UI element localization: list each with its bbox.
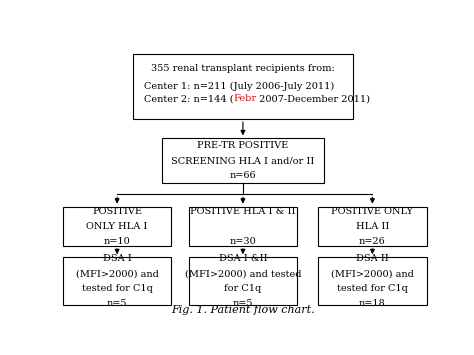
Text: n=10: n=10 bbox=[104, 237, 130, 246]
FancyBboxPatch shape bbox=[133, 54, 353, 119]
Text: (MFI>2000) and: (MFI>2000) and bbox=[331, 269, 414, 278]
Text: Febr: Febr bbox=[233, 94, 256, 103]
Text: n=66: n=66 bbox=[229, 171, 256, 180]
Text: POSITIVE: POSITIVE bbox=[92, 207, 142, 216]
Text: n=30: n=30 bbox=[229, 237, 256, 246]
Text: POSITIVE HLA I & II: POSITIVE HLA I & II bbox=[190, 207, 296, 216]
Text: DSA I: DSA I bbox=[103, 254, 131, 263]
Text: for C1q: for C1q bbox=[224, 284, 262, 293]
Text: DSA II: DSA II bbox=[356, 254, 389, 263]
FancyBboxPatch shape bbox=[63, 207, 171, 246]
Text: Center 1: n=211 (July 2006-July 2011): Center 1: n=211 (July 2006-July 2011) bbox=[144, 82, 334, 91]
Text: (MFI>2000) and tested: (MFI>2000) and tested bbox=[185, 269, 301, 278]
Text: SCREENING HLA I and/or II: SCREENING HLA I and/or II bbox=[171, 156, 315, 165]
Text: 2007-December 2011): 2007-December 2011) bbox=[256, 94, 371, 103]
Text: PRE-TR POSITIVE: PRE-TR POSITIVE bbox=[197, 141, 289, 150]
Text: 355 renal transplant recipients from:: 355 renal transplant recipients from: bbox=[151, 64, 335, 73]
Text: ONLY HLA I: ONLY HLA I bbox=[86, 222, 148, 231]
Text: Fig. 1. Patient flow chart.: Fig. 1. Patient flow chart. bbox=[171, 305, 315, 315]
FancyBboxPatch shape bbox=[318, 257, 427, 305]
Text: Center 2: n=144 (: Center 2: n=144 ( bbox=[144, 94, 233, 103]
FancyBboxPatch shape bbox=[189, 207, 297, 246]
Text: tested for C1q: tested for C1q bbox=[337, 284, 408, 293]
Text: POSITIVE ONLY: POSITIVE ONLY bbox=[331, 207, 413, 216]
Text: n=5: n=5 bbox=[107, 299, 128, 308]
Text: HLA II: HLA II bbox=[356, 222, 389, 231]
Text: DSA I &II: DSA I &II bbox=[219, 254, 267, 263]
FancyBboxPatch shape bbox=[162, 138, 324, 184]
Text: (MFI>2000) and: (MFI>2000) and bbox=[76, 269, 158, 278]
FancyBboxPatch shape bbox=[189, 257, 297, 305]
Text: n=18: n=18 bbox=[359, 299, 386, 308]
FancyBboxPatch shape bbox=[63, 257, 171, 305]
Text: n=5: n=5 bbox=[233, 299, 253, 308]
Text: n=26: n=26 bbox=[359, 237, 386, 246]
FancyBboxPatch shape bbox=[318, 207, 427, 246]
Text: tested for C1q: tested for C1q bbox=[82, 284, 153, 293]
